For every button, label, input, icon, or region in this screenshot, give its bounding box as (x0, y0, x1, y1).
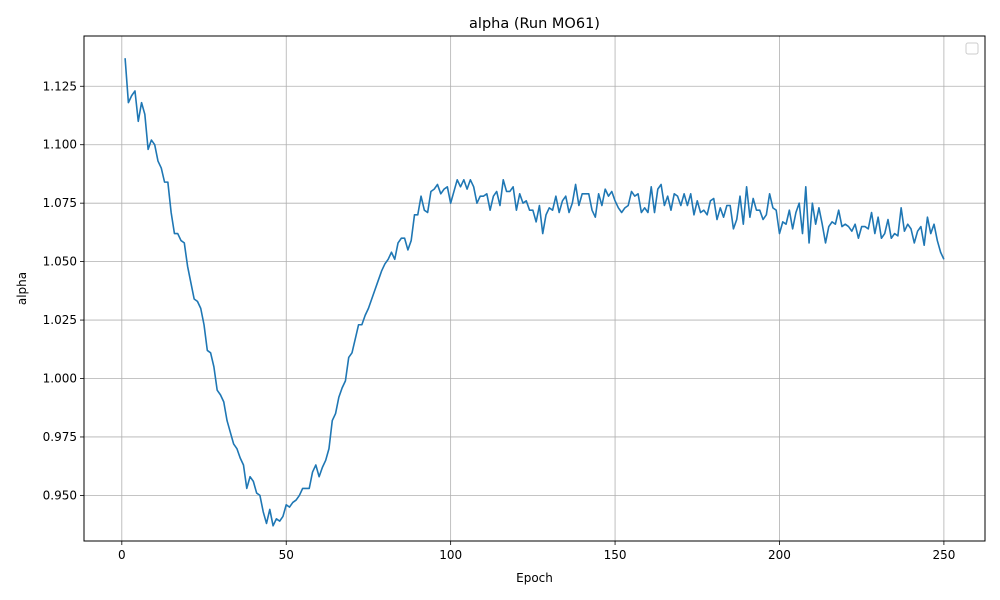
y-axis-ticks: 0.950 0.975 1.000 1.025 1.050 1.075 1.100 1.125 (43, 79, 84, 502)
y-tick-label: 1.125 (43, 79, 77, 93)
y-tick-label: 0.975 (43, 430, 77, 444)
x-axis-label: Epoch (516, 571, 553, 585)
x-tick-label: 200 (768, 548, 791, 562)
grid (84, 36, 985, 541)
y-tick-label: 1.000 (43, 372, 77, 386)
y-axis-label: alpha (15, 272, 29, 305)
plot-frame (83, 35, 986, 542)
plot-area (124, 58, 945, 527)
alpha-series-line (124, 58, 945, 527)
x-tick-label: 50 (279, 548, 294, 562)
legend (965, 42, 979, 55)
x-tick-label: 150 (604, 548, 627, 562)
y-tick-label: 1.100 (43, 138, 77, 152)
y-tick-label: 0.950 (43, 488, 77, 502)
chart-title: alpha (Run MO61) (469, 16, 600, 32)
y-tick-label: 1.075 (43, 196, 77, 210)
y-tick-label: 1.025 (43, 313, 77, 327)
y-tick-label: 1.050 (43, 255, 77, 269)
x-tick-label: 100 (439, 548, 462, 562)
x-tick-label: 250 (932, 548, 955, 562)
x-axis-ticks: 0 50 100 150 200 250 (118, 541, 955, 562)
x-tick-label: 0 (118, 548, 126, 562)
